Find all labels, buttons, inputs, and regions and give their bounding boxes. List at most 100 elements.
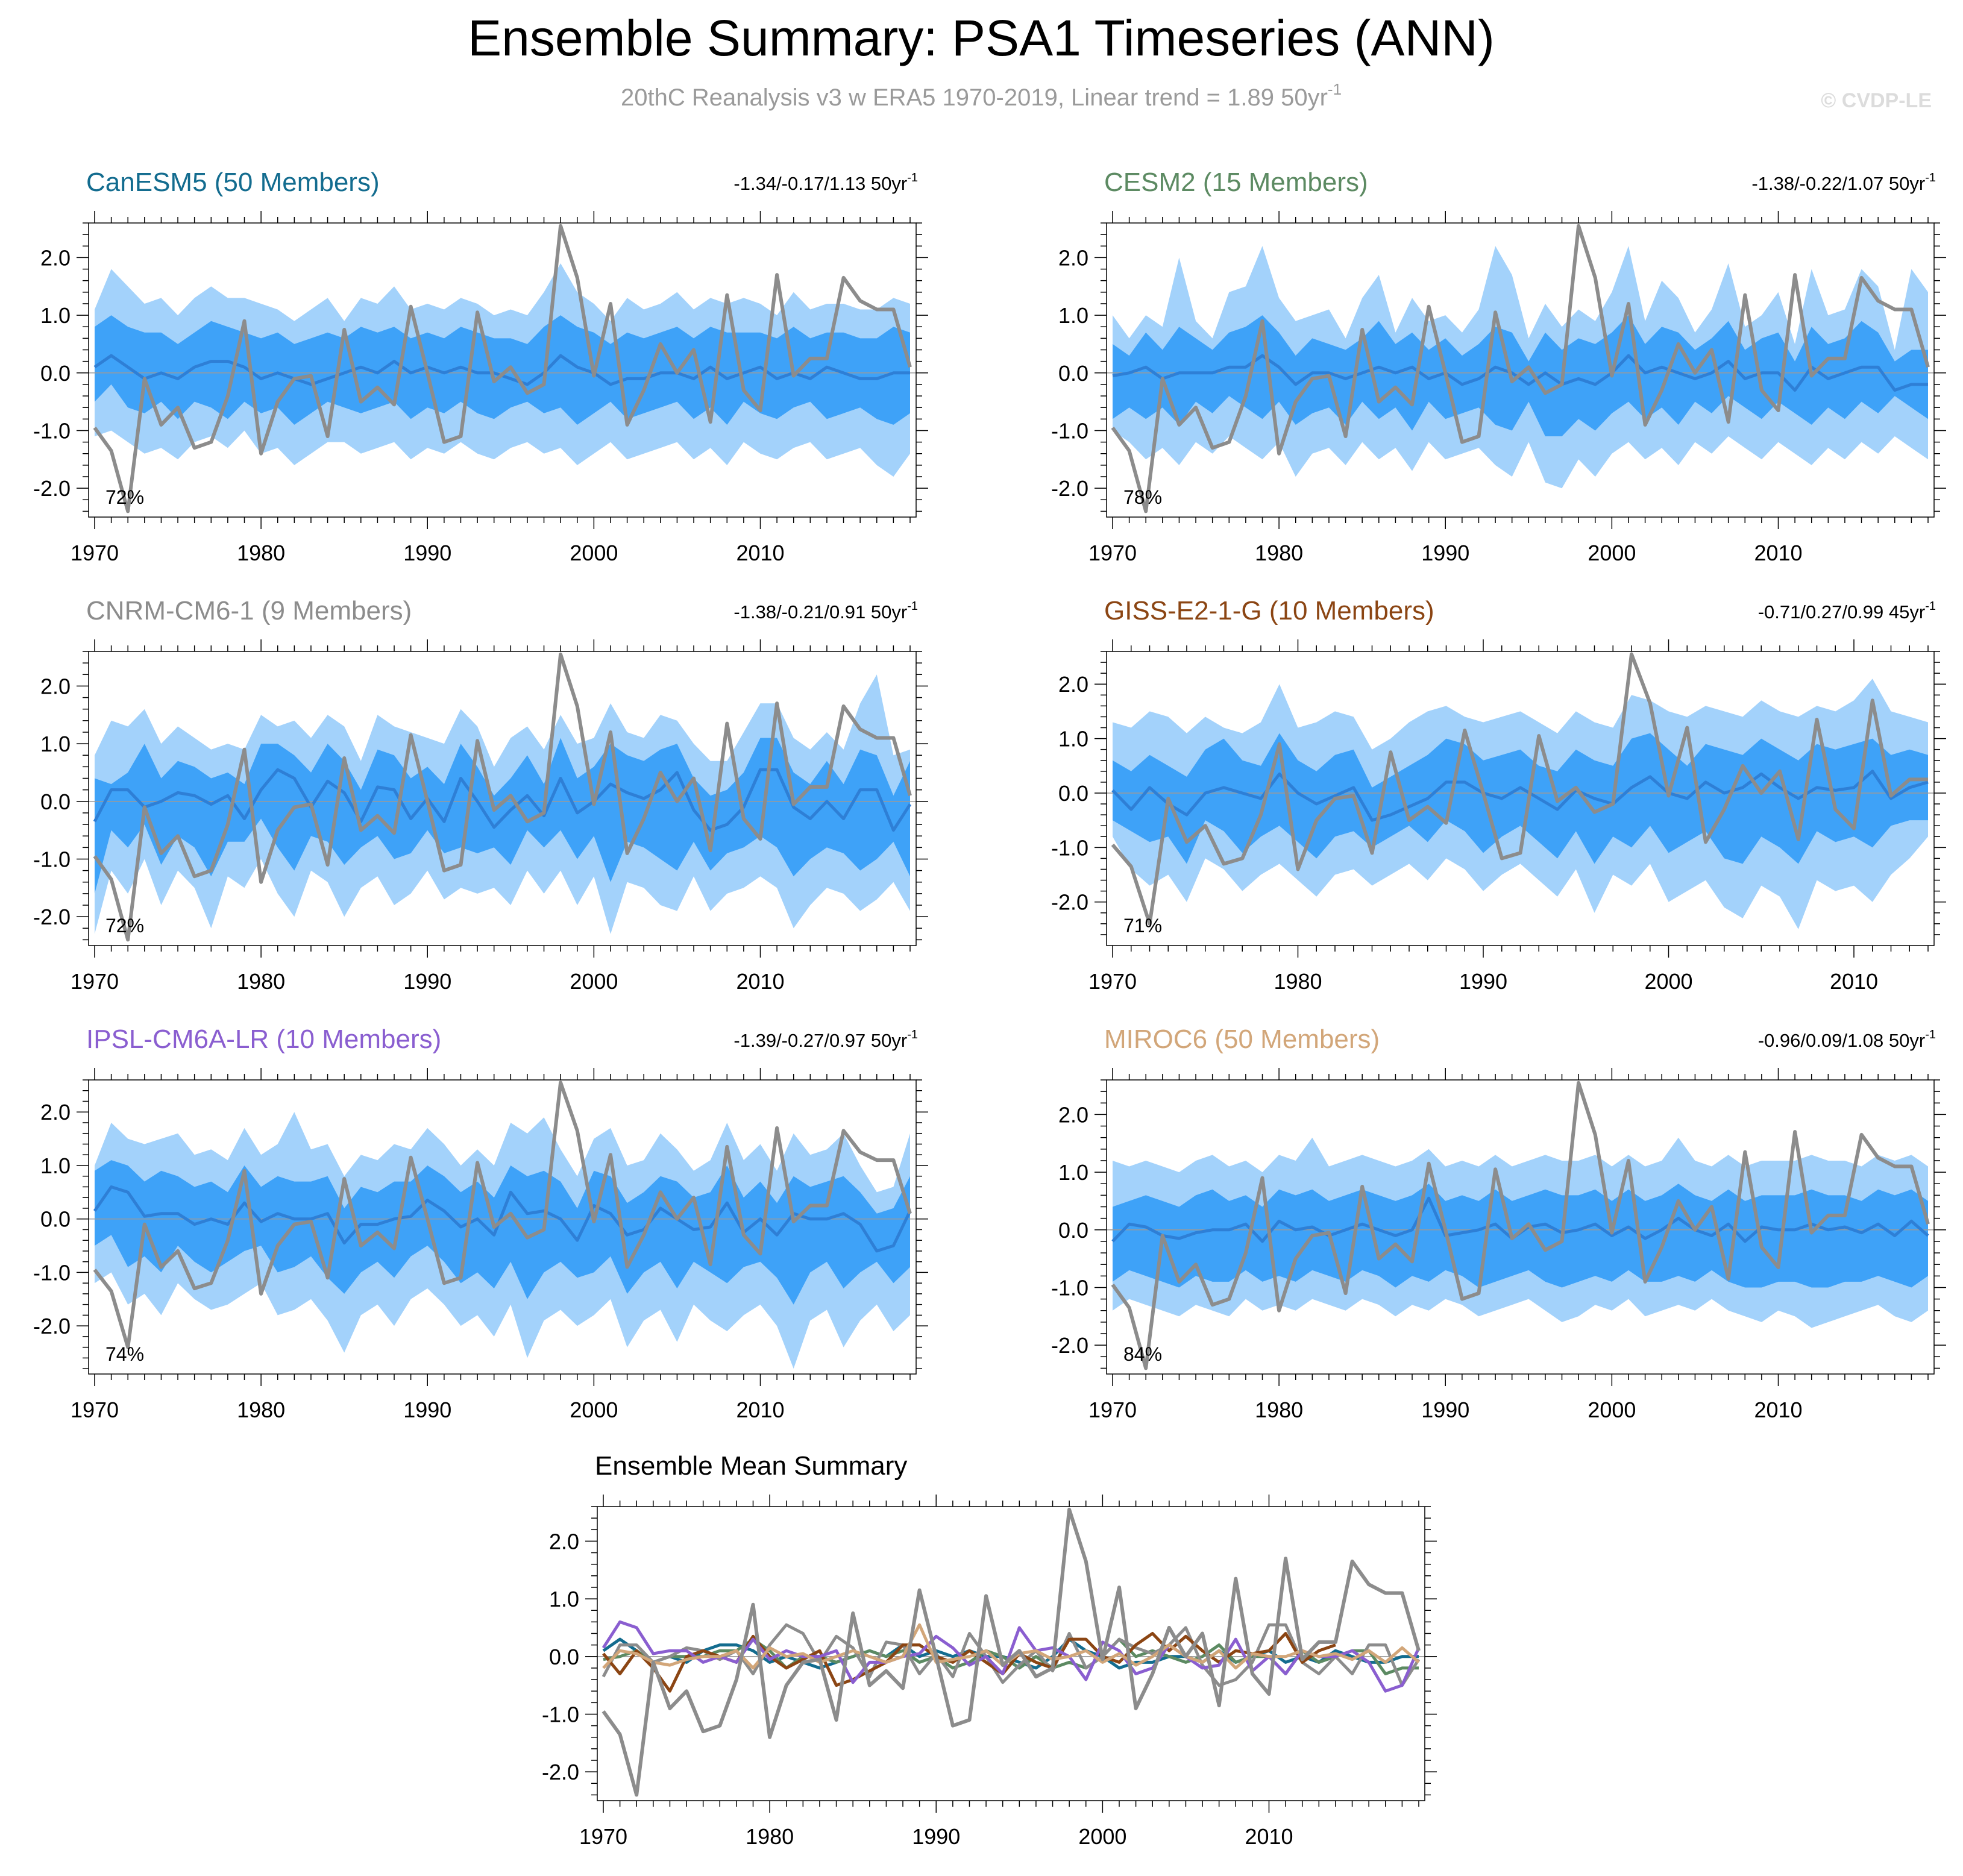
x-tick-label: 2010 <box>1830 969 1878 994</box>
observed-line <box>93 1081 912 1349</box>
y-tick-label: 1.0 <box>1058 303 1088 328</box>
y-tick-label: -2.0 <box>1051 476 1088 501</box>
y-tick-label: -1.0 <box>33 418 71 443</box>
series-line-ipsl-cm6a-lr <box>601 1620 1421 1693</box>
y-tick-label: -2.0 <box>542 1760 579 1784</box>
plot-frame <box>1106 1079 1935 1375</box>
x-tick-label: 1990 <box>403 969 451 994</box>
trend-text: -1.34/-0.17/1.13 50yr <box>733 173 907 194</box>
y-tick-label: 0.0 <box>40 1207 71 1232</box>
x-tick-label: 1970 <box>1088 541 1137 565</box>
panel-4: IPSL-CM6A-LR (10 Members) -1.39/-0.27/0.9… <box>33 1024 928 1422</box>
panel-6: Ensemble Mean Summary -2.0 -1.0 0.0 1.0 2.0 19… <box>542 1451 1437 1849</box>
panel-3: GISS-E2-1-G (10 Members) -0.71/0.27/0.99 … <box>1051 596 1946 994</box>
x-tick-label: 2000 <box>570 1398 618 1422</box>
y-tick-label: 0.0 <box>1058 361 1088 386</box>
y-tick-label: -1.0 <box>33 1260 71 1285</box>
trend-text: -1.39/-0.27/0.97 50yr <box>733 1030 907 1051</box>
percent-label: 72% <box>105 915 144 936</box>
trend-sup: -1 <box>907 1028 918 1041</box>
figure-subtitle: 20thC Reanalysis v3 w ERA5 1970-2019, Li… <box>621 80 1342 111</box>
panel-5: MIROC6 (50 Members) -0.96/0.09/1.08 50yr-… <box>1051 1024 1946 1422</box>
x-tick-label: 2010 <box>736 541 784 565</box>
observed-line <box>1111 224 1930 513</box>
ensemble-mean-line <box>93 1185 912 1253</box>
ensemble-mean-line <box>93 768 912 832</box>
x-tick-label: 1970 <box>1088 1398 1137 1422</box>
x-tick-label: 1970 <box>71 969 119 994</box>
trend-sup: -1 <box>907 600 918 613</box>
panel-title: CNRM-CM6-1 (9 Members) <box>86 596 412 626</box>
x-tick-label: 1970 <box>1088 969 1137 994</box>
plot-frame <box>88 222 917 518</box>
y-tick-label: 1.0 <box>1058 1160 1088 1185</box>
panel-title: IPSL-CM6A-LR (10 Members) <box>86 1024 441 1054</box>
observed-line <box>93 224 912 513</box>
x-tick-label: 1980 <box>1255 541 1303 565</box>
trend-sup: -1 <box>1925 1028 1936 1041</box>
trend-label: -1.38/-0.22/1.07 50yr-1 <box>1751 171 1936 194</box>
trend-label: -1.39/-0.27/0.97 50yr-1 <box>733 1028 918 1051</box>
percent-label: 84% <box>1123 1343 1162 1365</box>
x-tick-label: 1970 <box>71 541 119 565</box>
y-tick-label: -1.0 <box>33 847 71 871</box>
y-tick-label: -2.0 <box>33 476 71 501</box>
y-tick-label: -1.0 <box>542 1702 579 1727</box>
trend-text: -1.38/-0.21/0.91 50yr <box>733 601 907 623</box>
observed-line <box>93 652 912 942</box>
y-tick-label: 0.0 <box>1058 781 1088 806</box>
x-tick-label: 1980 <box>237 541 285 565</box>
panel-title: CESM2 (15 Members) <box>1104 168 1368 197</box>
figure-subtitle-sup: -1 <box>1328 80 1342 98</box>
percent-label: 78% <box>1123 486 1162 508</box>
inner-spread-band <box>1113 733 1928 864</box>
x-tick-label: 1990 <box>1421 1398 1469 1422</box>
credit-label: © CVDP-LE <box>1821 89 1932 112</box>
trend-text: -1.38/-0.22/1.07 50yr <box>1751 173 1925 194</box>
inner-spread-band <box>95 1160 910 1305</box>
trend-label: -0.71/0.27/0.99 45yr-1 <box>1758 600 1936 623</box>
trend-text: -0.96/0.09/1.08 50yr <box>1758 1030 1925 1051</box>
x-tick-label: 2010 <box>1754 1398 1802 1422</box>
x-tick-label: 1970 <box>579 1824 627 1849</box>
figure-subtitle-text: 20thC Reanalysis v3 w ERA5 1970-2019, Li… <box>621 84 1328 111</box>
trend-text: -0.71/0.27/0.99 45yr <box>1758 601 1925 623</box>
plot-frame <box>88 1079 917 1375</box>
trend-sup: -1 <box>907 171 918 184</box>
series-line-observed <box>601 1507 1421 1797</box>
observed-line <box>1111 652 1928 926</box>
y-tick-label: 0.0 <box>40 789 71 814</box>
y-tick-label: 2.0 <box>549 1529 579 1554</box>
x-tick-label: 1980 <box>1274 969 1322 994</box>
panel-title: Ensemble Mean Summary <box>595 1451 907 1481</box>
y-tick-label: 2.0 <box>1058 1102 1088 1127</box>
panel-0: CanESM5 (50 Members) -1.34/-0.17/1.13 50y… <box>33 168 928 565</box>
y-tick-label: 2.0 <box>40 245 71 270</box>
x-tick-label: 2010 <box>1245 1824 1293 1849</box>
y-tick-label: 2.0 <box>1058 672 1088 697</box>
panel-title: MIROC6 (50 Members) <box>1104 1024 1380 1054</box>
x-tick-label: 1980 <box>237 1398 285 1422</box>
panels-group: CanESM5 (50 Members) -1.34/-0.17/1.13 50y… <box>33 168 1946 1849</box>
y-tick-label: 0.0 <box>40 361 71 386</box>
y-tick-label: 1.0 <box>1058 727 1088 751</box>
x-tick-label: 2000 <box>1588 1398 1636 1422</box>
x-tick-label: 1980 <box>237 969 285 994</box>
x-tick-label: 1990 <box>912 1824 960 1849</box>
y-tick-label: -2.0 <box>33 905 71 929</box>
y-tick-label: -1.0 <box>1051 835 1088 860</box>
ensemble-mean-line <box>1111 770 1929 822</box>
x-tick-label: 1990 <box>1421 541 1469 565</box>
x-tick-label: 2010 <box>1754 541 1802 565</box>
figure-title: Ensemble Summary: PSA1 Timeseries (ANN) <box>468 10 1495 66</box>
percent-label: 71% <box>1123 915 1162 936</box>
plot-frame <box>597 1506 1425 1801</box>
y-tick-label: 2.0 <box>40 674 71 698</box>
y-tick-label: -2.0 <box>1051 1333 1088 1358</box>
y-tick-label: 2.0 <box>40 1100 71 1125</box>
y-tick-label: -1.0 <box>1051 1275 1088 1300</box>
observed-line <box>1111 1081 1930 1370</box>
x-tick-label: 2010 <box>736 969 784 994</box>
x-tick-label: 2000 <box>1588 541 1636 565</box>
ensemble-mean-line <box>1112 354 1928 392</box>
